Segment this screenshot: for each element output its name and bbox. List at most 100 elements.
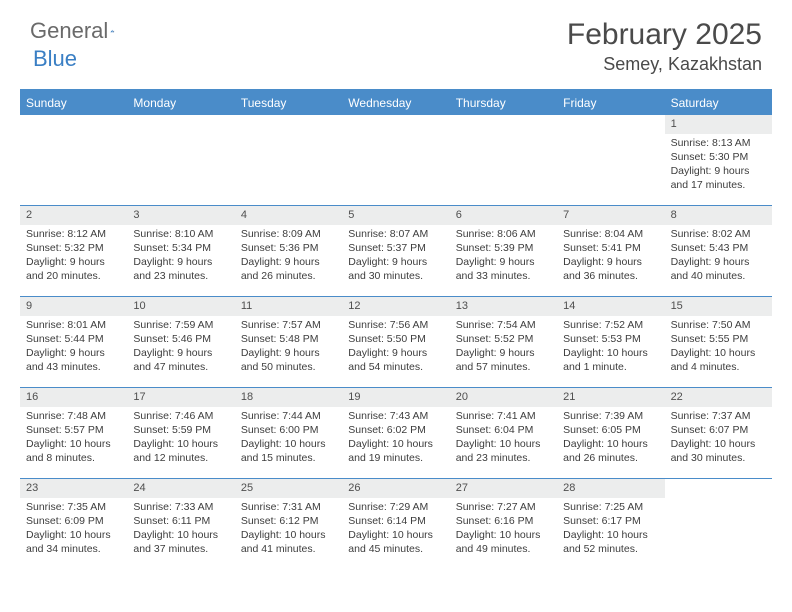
day-cell: 1Sunrise: 8:13 AMSunset: 5:30 PMDaylight…: [665, 115, 772, 205]
daylight-line-1: Daylight: 10 hours: [671, 346, 766, 360]
daylight-line-2: and 52 minutes.: [563, 542, 658, 556]
sunrise-line: Sunrise: 7:29 AM: [348, 500, 443, 514]
day-number: 21: [557, 388, 664, 407]
daylight-line-1: Daylight: 10 hours: [241, 437, 336, 451]
day-cell: 28Sunrise: 7:25 AMSunset: 6:17 PMDayligh…: [557, 479, 664, 569]
daylight-line-2: and 23 minutes.: [456, 451, 551, 465]
day-body: Sunrise: 7:29 AMSunset: 6:14 PMDaylight:…: [342, 498, 449, 561]
day-number: 15: [665, 297, 772, 316]
daylight-line-2: and 50 minutes.: [241, 360, 336, 374]
weekday-header: Monday: [127, 91, 234, 115]
day-body: Sunrise: 7:46 AMSunset: 5:59 PMDaylight:…: [127, 407, 234, 470]
day-cell: 4Sunrise: 8:09 AMSunset: 5:36 PMDaylight…: [235, 206, 342, 296]
daylight-line-2: and 36 minutes.: [563, 269, 658, 283]
sunrise-line: Sunrise: 7:59 AM: [133, 318, 228, 332]
sunset-line: Sunset: 5:50 PM: [348, 332, 443, 346]
calendar-week: 9Sunrise: 8:01 AMSunset: 5:44 PMDaylight…: [20, 296, 772, 387]
day-cell: 10Sunrise: 7:59 AMSunset: 5:46 PMDayligh…: [127, 297, 234, 387]
day-number: 8: [665, 206, 772, 225]
sunset-line: Sunset: 6:09 PM: [26, 514, 121, 528]
day-number: 14: [557, 297, 664, 316]
sunset-line: Sunset: 5:48 PM: [241, 332, 336, 346]
day-cell: 21Sunrise: 7:39 AMSunset: 6:05 PMDayligh…: [557, 388, 664, 478]
calendar: SundayMondayTuesdayWednesdayThursdayFrid…: [20, 89, 772, 569]
sunrise-line: Sunrise: 8:04 AM: [563, 227, 658, 241]
sunrise-line: Sunrise: 7:31 AM: [241, 500, 336, 514]
day-cell: 8Sunrise: 8:02 AMSunset: 5:43 PMDaylight…: [665, 206, 772, 296]
daylight-line-1: Daylight: 9 hours: [133, 255, 228, 269]
day-body: Sunrise: 7:43 AMSunset: 6:02 PMDaylight:…: [342, 407, 449, 470]
day-number: [665, 479, 772, 497]
daylight-line-1: Daylight: 9 hours: [26, 346, 121, 360]
weekday-header: Wednesday: [342, 91, 449, 115]
day-body: Sunrise: 7:59 AMSunset: 5:46 PMDaylight:…: [127, 316, 234, 379]
sunrise-line: Sunrise: 8:12 AM: [26, 227, 121, 241]
sunrise-line: Sunrise: 7:57 AM: [241, 318, 336, 332]
day-body: Sunrise: 8:04 AMSunset: 5:41 PMDaylight:…: [557, 225, 664, 288]
daylight-line-2: and 57 minutes.: [456, 360, 551, 374]
day-number: 16: [20, 388, 127, 407]
sunrise-line: Sunrise: 7:33 AM: [133, 500, 228, 514]
sunset-line: Sunset: 5:30 PM: [671, 150, 766, 164]
sunset-line: Sunset: 5:44 PM: [26, 332, 121, 346]
daylight-line-2: and 54 minutes.: [348, 360, 443, 374]
day-cell: 6Sunrise: 8:06 AMSunset: 5:39 PMDaylight…: [450, 206, 557, 296]
day-number: 4: [235, 206, 342, 225]
day-cell: 5Sunrise: 8:07 AMSunset: 5:37 PMDaylight…: [342, 206, 449, 296]
day-cell: 2Sunrise: 8:12 AMSunset: 5:32 PMDaylight…: [20, 206, 127, 296]
daylight-line-2: and 8 minutes.: [26, 451, 121, 465]
sunrise-line: Sunrise: 7:56 AM: [348, 318, 443, 332]
day-cell: 24Sunrise: 7:33 AMSunset: 6:11 PMDayligh…: [127, 479, 234, 569]
day-cell: 18Sunrise: 7:44 AMSunset: 6:00 PMDayligh…: [235, 388, 342, 478]
weekday-header: Friday: [557, 91, 664, 115]
sunset-line: Sunset: 5:36 PM: [241, 241, 336, 255]
day-number: 28: [557, 479, 664, 498]
sunset-line: Sunset: 6:02 PM: [348, 423, 443, 437]
day-body: Sunrise: 7:44 AMSunset: 6:00 PMDaylight:…: [235, 407, 342, 470]
day-cell: 20Sunrise: 7:41 AMSunset: 6:04 PMDayligh…: [450, 388, 557, 478]
daylight-line-2: and 40 minutes.: [671, 269, 766, 283]
sunset-line: Sunset: 5:43 PM: [671, 241, 766, 255]
day-body: Sunrise: 7:56 AMSunset: 5:50 PMDaylight:…: [342, 316, 449, 379]
sunset-line: Sunset: 5:55 PM: [671, 332, 766, 346]
daylight-line-2: and 4 minutes.: [671, 360, 766, 374]
daylight-line-2: and 12 minutes.: [133, 451, 228, 465]
daylight-line-2: and 26 minutes.: [241, 269, 336, 283]
day-cell: 25Sunrise: 7:31 AMSunset: 6:12 PMDayligh…: [235, 479, 342, 569]
sunset-line: Sunset: 5:46 PM: [133, 332, 228, 346]
daylight-line-2: and 15 minutes.: [241, 451, 336, 465]
daylight-line-1: Daylight: 10 hours: [563, 346, 658, 360]
day-cell: 26Sunrise: 7:29 AMSunset: 6:14 PMDayligh…: [342, 479, 449, 569]
day-body: Sunrise: 7:31 AMSunset: 6:12 PMDaylight:…: [235, 498, 342, 561]
day-body: Sunrise: 7:50 AMSunset: 5:55 PMDaylight:…: [665, 316, 772, 379]
sunrise-line: Sunrise: 7:41 AM: [456, 409, 551, 423]
daylight-line-2: and 49 minutes.: [456, 542, 551, 556]
daylight-line-2: and 41 minutes.: [241, 542, 336, 556]
sunrise-line: Sunrise: 7:43 AM: [348, 409, 443, 423]
weekday-header-row: SundayMondayTuesdayWednesdayThursdayFrid…: [20, 91, 772, 115]
weekday-header: Thursday: [450, 91, 557, 115]
sunset-line: Sunset: 6:12 PM: [241, 514, 336, 528]
sunset-line: Sunset: 5:37 PM: [348, 241, 443, 255]
day-number: 3: [127, 206, 234, 225]
logo: General: [30, 18, 136, 44]
sunset-line: Sunset: 5:32 PM: [26, 241, 121, 255]
day-cell: 16Sunrise: 7:48 AMSunset: 5:57 PMDayligh…: [20, 388, 127, 478]
daylight-line-2: and 17 minutes.: [671, 178, 766, 192]
daylight-line-1: Daylight: 10 hours: [348, 528, 443, 542]
sunrise-line: Sunrise: 8:09 AM: [241, 227, 336, 241]
day-body: Sunrise: 7:57 AMSunset: 5:48 PMDaylight:…: [235, 316, 342, 379]
day-cell: 17Sunrise: 7:46 AMSunset: 5:59 PMDayligh…: [127, 388, 234, 478]
empty-cell: [342, 115, 449, 205]
daylight-line-1: Daylight: 10 hours: [456, 437, 551, 451]
sunset-line: Sunset: 6:16 PM: [456, 514, 551, 528]
day-number: 10: [127, 297, 234, 316]
sunrise-line: Sunrise: 7:39 AM: [563, 409, 658, 423]
day-body: Sunrise: 7:27 AMSunset: 6:16 PMDaylight:…: [450, 498, 557, 561]
day-number: 20: [450, 388, 557, 407]
day-cell: 3Sunrise: 8:10 AMSunset: 5:34 PMDaylight…: [127, 206, 234, 296]
empty-cell: [665, 479, 772, 569]
daylight-line-1: Daylight: 9 hours: [671, 164, 766, 178]
day-number: 11: [235, 297, 342, 316]
day-number: 17: [127, 388, 234, 407]
